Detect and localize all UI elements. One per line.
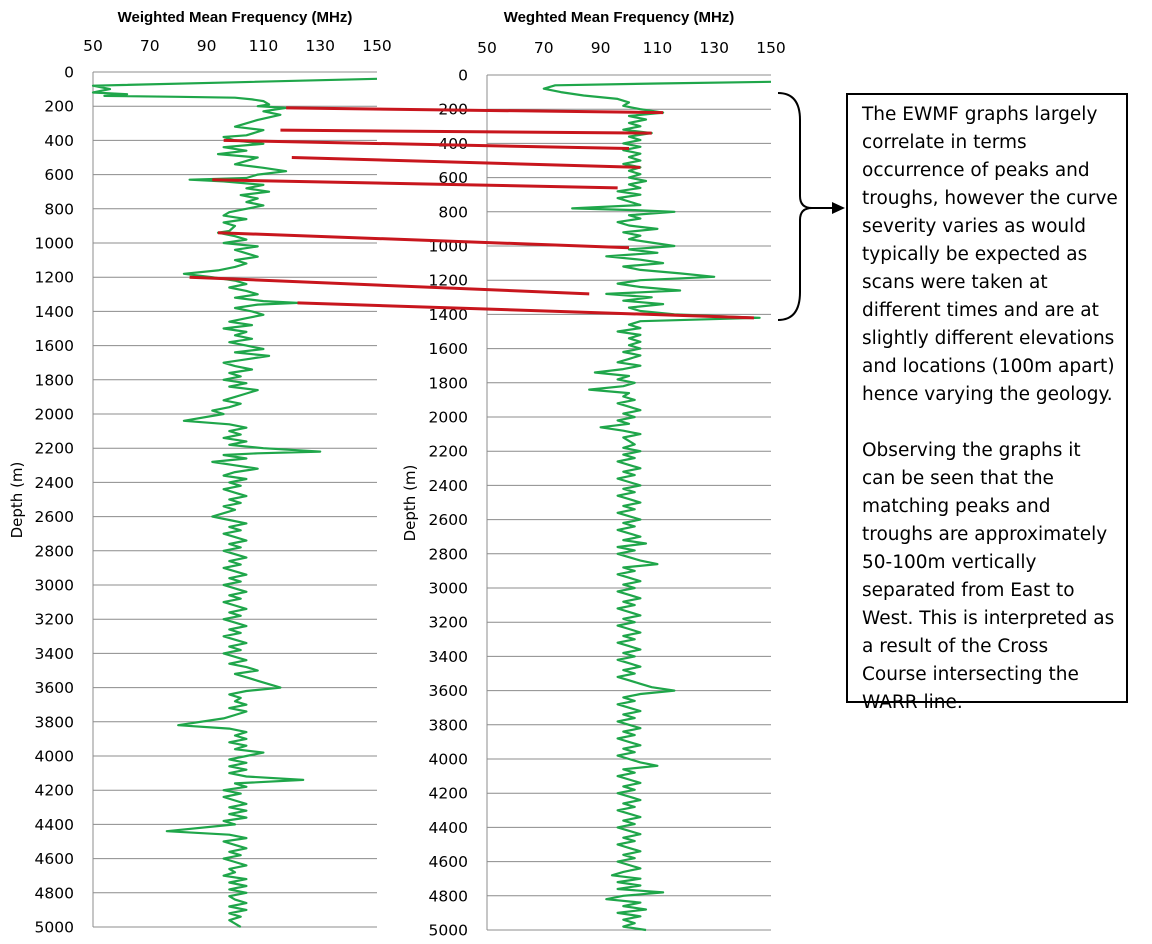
right-y-axis-title: Depth (m) xyxy=(401,465,419,542)
right-y-tick-label: 5000 xyxy=(429,922,468,940)
left-y-tick-label: 5000 xyxy=(35,919,74,937)
left-y-tick-label: 4200 xyxy=(35,782,74,800)
left-y-tick-label: 1800 xyxy=(35,371,74,389)
left-y-tick-label: 600 xyxy=(44,166,74,184)
right-y-tick-label: 1600 xyxy=(429,340,468,358)
right-y-tick-label: 1200 xyxy=(429,272,468,290)
left-y-tick-label: 1400 xyxy=(35,303,74,321)
bracket-arrow xyxy=(777,92,845,321)
right-y-tick-label: 2000 xyxy=(429,409,468,427)
left-y-tick-label: 2400 xyxy=(35,474,74,492)
right-x-tick-label: 70 xyxy=(534,39,554,57)
left-y-tick-label: 4600 xyxy=(35,850,74,868)
right-y-tick-label: 3400 xyxy=(429,648,468,666)
right-y-tick-label: 2800 xyxy=(429,545,468,563)
left-y-tick-label: 3200 xyxy=(35,611,74,629)
right-y-tick-label: 3800 xyxy=(429,716,468,734)
annotation-box: The EWMF graphs largely correlate in ter… xyxy=(846,93,1128,713)
right-y-tick-label: 4200 xyxy=(429,785,468,803)
correlation-line xyxy=(291,156,641,169)
left-y-tick-label: 1000 xyxy=(35,235,74,253)
right-y-tick-label: 3000 xyxy=(429,580,468,598)
right-x-tick-label: 130 xyxy=(699,39,729,57)
correlation-line xyxy=(189,275,590,296)
left-y-tick-label: 3800 xyxy=(35,713,74,731)
correlation-line xyxy=(223,138,630,151)
chart-right: Weghted Mean Frequency (MHz) Depth (m) 0… xyxy=(401,9,786,940)
left-y-tick-label: 4800 xyxy=(35,884,74,902)
right-frequency-series xyxy=(542,80,772,932)
right-y-tick-label: 2200 xyxy=(429,443,468,461)
right-y-tick-label: 3600 xyxy=(429,682,468,700)
annotation-paragraph-1: The EWMF graphs largely correlate in ter… xyxy=(862,104,1118,405)
arrow-head xyxy=(832,202,845,214)
right-y-tick-label: 2600 xyxy=(429,511,468,529)
right-x-axis-title: Weghted Mean Frequency (MHz) xyxy=(504,9,735,26)
left-y-tick-label: 1600 xyxy=(35,337,74,355)
left-y-tick-label: 2200 xyxy=(35,440,74,458)
brace xyxy=(777,92,813,321)
left-x-axis-title: Weighted Mean Frequency (MHz) xyxy=(118,9,353,26)
right-y-tick-label: 4600 xyxy=(429,853,468,871)
left-y-tick-label: 3000 xyxy=(35,577,74,595)
right-y-tick-label: 0 xyxy=(458,67,468,85)
right-x-tick-label: 50 xyxy=(477,39,497,57)
right-y-tick-label: 1800 xyxy=(429,374,468,392)
chart-left: Weighted Mean Frequency (MHz) Depth (m) … xyxy=(8,9,392,937)
correlation-line xyxy=(280,128,652,135)
correlation-line xyxy=(217,231,630,250)
right-y-tick-label: 3200 xyxy=(429,614,468,632)
left-x-tick-label: 70 xyxy=(140,37,160,55)
left-y-tick-label: 2000 xyxy=(35,406,74,424)
left-y-tick-label: 3600 xyxy=(35,679,74,697)
correlation-line xyxy=(297,301,755,320)
right-x-tick-label: 150 xyxy=(756,39,786,57)
right-y-tick-label: 600 xyxy=(438,169,468,187)
correlation-line xyxy=(286,106,664,115)
annotation-paragraph-2: Observing the graphs it can be seen that… xyxy=(862,440,1115,713)
right-y-tick-label: 4800 xyxy=(429,887,468,905)
right-x-tick-label: 90 xyxy=(591,39,611,57)
left-x-tick-label: 150 xyxy=(362,37,392,55)
left-y-tick-label: 400 xyxy=(44,132,74,150)
left-y-tick-label: 4000 xyxy=(35,748,74,766)
correlation-line xyxy=(212,178,618,190)
left-y-tick-label: 200 xyxy=(44,98,74,116)
correlation-lines xyxy=(189,106,755,320)
left-y-tick-label: 800 xyxy=(44,200,74,218)
left-x-tick-label: 130 xyxy=(305,37,335,55)
left-y-tick-label: 0 xyxy=(64,64,74,82)
left-y-tick-label: 3400 xyxy=(35,645,74,663)
left-x-tick-label: 50 xyxy=(83,37,103,55)
left-x-tick-label: 110 xyxy=(249,37,279,55)
right-x-tick-label: 110 xyxy=(643,39,673,57)
right-y-tick-label: 800 xyxy=(438,203,468,221)
right-y-tick-label: 1400 xyxy=(429,306,468,324)
left-y-tick-label: 2800 xyxy=(35,542,74,560)
left-y-axis-title: Depth (m) xyxy=(8,462,26,539)
right-y-tick-label: 4000 xyxy=(429,751,468,769)
left-frequency-series xyxy=(91,77,378,928)
right-y-tick-label: 4400 xyxy=(429,819,468,837)
right-y-tick-label: 2400 xyxy=(429,477,468,495)
left-y-tick-label: 4400 xyxy=(35,816,74,834)
left-y-tick-label: 1200 xyxy=(35,269,74,287)
left-y-tick-label: 2600 xyxy=(35,508,74,526)
left-x-tick-label: 90 xyxy=(197,37,217,55)
